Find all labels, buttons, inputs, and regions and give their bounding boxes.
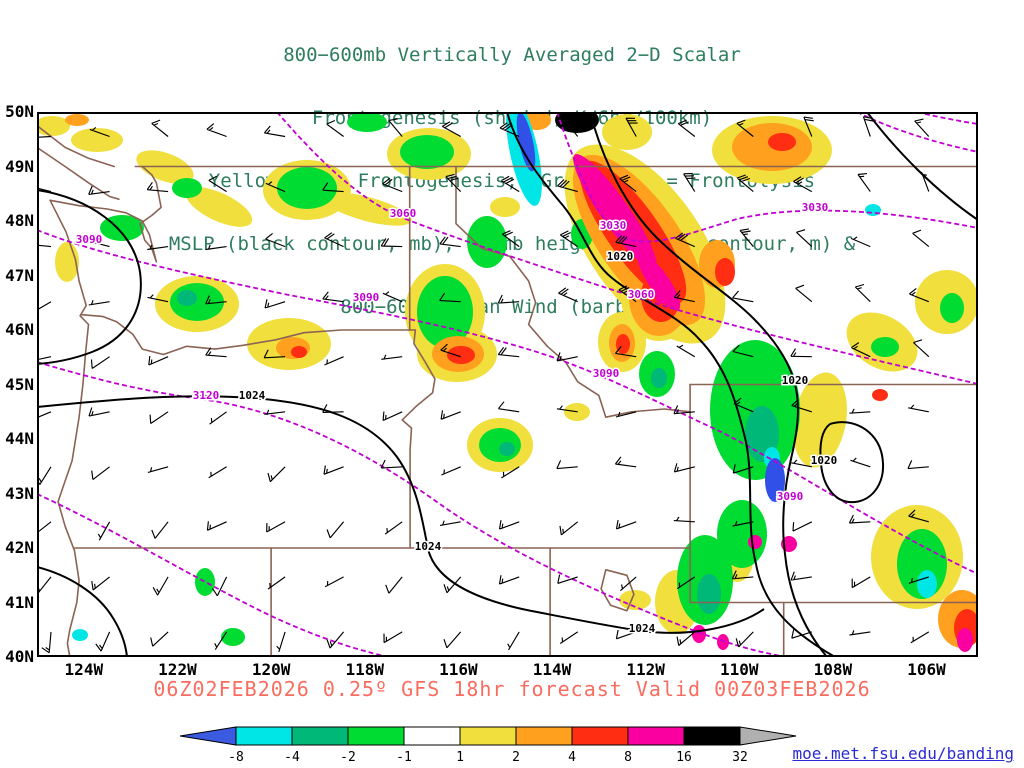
- colorbar-cell: [235, 726, 293, 746]
- colorbar-cell: [683, 726, 741, 746]
- colorbar-cell: [627, 726, 685, 746]
- colorbar-tick-label: -8: [228, 750, 244, 765]
- height-label: 3060: [390, 207, 417, 220]
- height-label: 3030: [802, 201, 829, 214]
- height-label: 3090: [76, 233, 103, 246]
- colorbar-tick-label: 4: [568, 750, 576, 765]
- lat-tick-label: 48N: [5, 211, 34, 230]
- colorbar-right-arrow: [739, 726, 797, 746]
- lon-tick-label: 116W: [439, 660, 478, 679]
- mslp-label: 1024: [239, 389, 266, 402]
- border-or-id: [401, 329, 436, 549]
- colorbar-cell: [459, 726, 517, 746]
- lon-tick-label: 108W: [813, 660, 853, 679]
- lat-tick-label: 47N: [5, 265, 34, 285]
- lat-tick-label: 44N: [5, 429, 34, 448]
- colorbar-tick-label: 2: [512, 750, 520, 765]
- height-label: 3090: [777, 490, 804, 503]
- colorbar-tick-label: 1: [456, 750, 464, 765]
- mslp-label: 1024: [415, 540, 442, 553]
- lat-tick-label: 42N: [5, 538, 34, 557]
- lon-tick-label: 106W: [907, 660, 946, 679]
- map-canvas: 1020 1020 1020 1024 1024 1024 3030 3030 3060 3060…: [37, 112, 978, 657]
- height-contours: [37, 112, 978, 657]
- title-line-1: 800−600mb Vertically Averaged 2−D Scalar: [283, 44, 741, 66]
- colorbar-left-arrow: [180, 726, 237, 746]
- height-label: 3060: [628, 288, 655, 301]
- lat-tick-label: 46N: [5, 320, 34, 339]
- lon-tick-label: 122W: [158, 660, 197, 679]
- lat-tick-label: 50N: [5, 102, 34, 121]
- wind-barbs: [37, 116, 930, 654]
- mslp-contours: [37, 112, 978, 657]
- colorbar-tick-label: -4: [284, 750, 300, 765]
- lon-tick-label: 120W: [251, 660, 291, 679]
- lon-tick-label: 124W: [64, 660, 104, 679]
- source-link[interactable]: moe.met.fsu.edu/banding: [792, 744, 1014, 763]
- border-bc-coast: [37, 124, 115, 168]
- height-label: 3120: [193, 389, 220, 402]
- colorbar-tick-label: -1: [396, 750, 412, 765]
- border-wa-or: [80, 313, 417, 356]
- colorbar-legend: -8 -4 -2 -1 1 2 4 8 16 32: [180, 726, 797, 765]
- colorbar-tick-label: 32: [732, 750, 748, 765]
- colorbar-cell: [571, 726, 629, 746]
- lon-tick-label: 118W: [345, 660, 384, 679]
- colorbar-tick-label: -2: [340, 750, 356, 765]
- colorbar-cell: [291, 726, 349, 746]
- mslp-label: 1024: [629, 622, 656, 635]
- lon-tick-label: 114W: [532, 660, 572, 679]
- border-id-mt: [455, 165, 691, 419]
- contour-labels: 1020 1020 1020 1024 1024 1024 3030 3030 3060 3060…: [74, 200, 839, 637]
- colorbar-cell: [515, 726, 573, 746]
- mslp-label: 1020: [782, 374, 809, 387]
- border-great-salt-lake: [600, 568, 635, 612]
- map-frame: [37, 112, 978, 657]
- lon-tick-label: 112W: [626, 660, 665, 679]
- lat-tick-label: 40N: [5, 647, 34, 666]
- mslp-label: 1020: [811, 454, 838, 467]
- lat-tick-label: 41N: [5, 592, 34, 612]
- colorbar-tick-label: 16: [676, 750, 692, 765]
- lat-tick-label: 45N: [5, 374, 34, 394]
- lat-tick-label: 43N: [5, 483, 34, 503]
- colorbar-cell: [403, 726, 461, 746]
- border-vancouver-island: [37, 146, 120, 200]
- lon-tick-label: 110W: [719, 660, 759, 679]
- lat-tick-label: 49N: [5, 156, 34, 176]
- state-borders: [37, 124, 978, 657]
- mslp-label: 1020: [607, 250, 634, 263]
- forecast-caption: 06Z02FEB2026 0.25º GFS 18hr forecast Val…: [153, 677, 871, 701]
- height-label: 3030: [600, 219, 627, 232]
- frontogenesis-shading: [37, 112, 978, 652]
- colorbar-cell: [347, 726, 405, 746]
- border-pacific-coast: [49, 199, 90, 657]
- height-label: 3090: [353, 291, 380, 304]
- colorbar-tick-label: 8: [624, 750, 632, 765]
- height-label: 3090: [593, 367, 620, 380]
